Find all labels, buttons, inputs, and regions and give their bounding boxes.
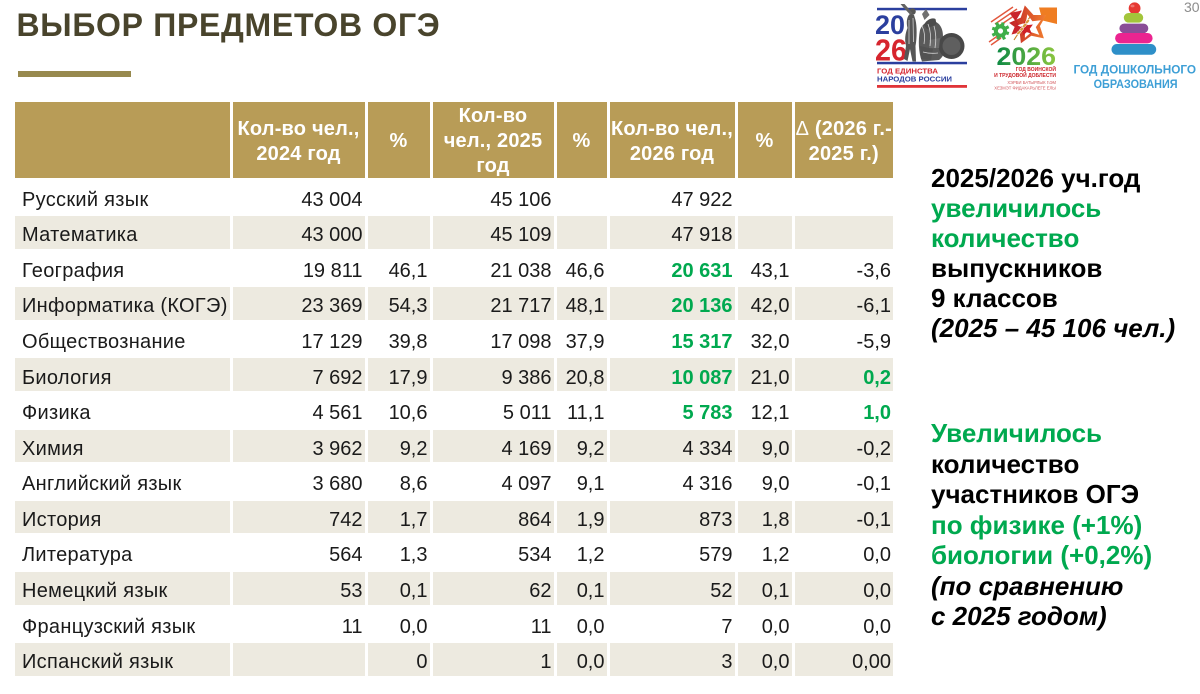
svg-text:ГОД ВОИНСКОЙ: ГОД ВОИНСКОЙ <box>1016 65 1057 73</box>
svg-text:ХЭРБИ БАТЫРЛЫК ҺЭМ: ХЭРБИ БАТЫРЛЫК ҺЭМ <box>1007 80 1056 85</box>
svg-text:ХЕЗМЭТ ФИДАКАРЬЛЕГЕ ЕЛЫ: ХЕЗМЭТ ФИДАКАРЬЛЕГЕ ЕЛЫ <box>994 86 1056 91</box>
svg-text:НАРОДОВ РОССИИ: НАРОДОВ РОССИИ <box>877 74 952 83</box>
svg-text:ГОД ДОШКОЛЬНОГО: ГОД ДОШКОЛЬНОГО <box>1074 63 1197 77</box>
svg-text:26: 26 <box>876 33 907 68</box>
svg-text:И ТРУДОВОЙ ДОБЛЕСТИ: И ТРУДОВОЙ ДОБЛЕСТИ <box>994 71 1056 79</box>
svg-text:ОБРАЗОВАНИЯ: ОБРАЗОВАНИЯ <box>1094 77 1178 91</box>
svg-text:2026: 2026 <box>997 43 1057 71</box>
svg-text:ГОД ЕДИНСТВА: ГОД ЕДИНСТВА <box>877 66 938 75</box>
svg-text:20: 20 <box>876 10 905 40</box>
